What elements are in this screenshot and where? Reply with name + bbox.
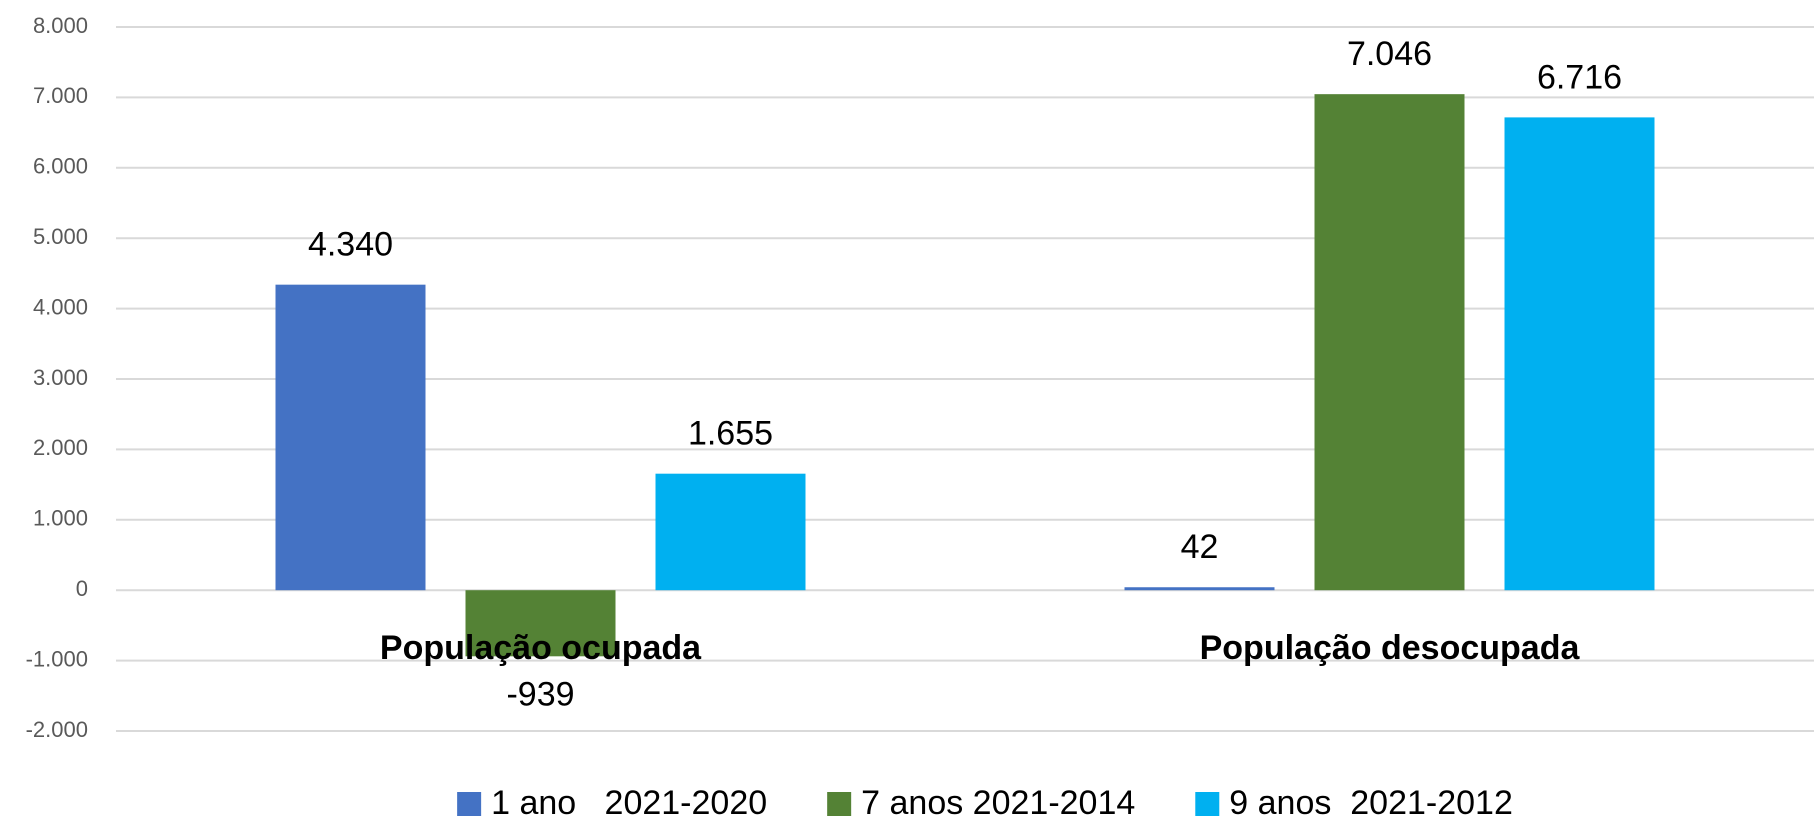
data-label: 4.340 [308, 226, 393, 264]
data-label: 6.716 [1537, 58, 1622, 96]
bar [465, 590, 616, 657]
x-tick-label: População desocupada [1200, 629, 1581, 667]
y-tick-label: 5.000 [33, 224, 88, 249]
legend-label: 9 anos 2021-2012 [1229, 784, 1513, 822]
bar [1504, 117, 1655, 591]
legend-label: 7 anos 2021-2014 [861, 784, 1135, 822]
y-tick-label: 3.000 [33, 365, 88, 390]
bar [655, 473, 806, 591]
data-label: 7.046 [1347, 35, 1432, 73]
y-tick-label: 2.000 [33, 435, 88, 460]
bar [1124, 587, 1275, 591]
y-tick-label: -1.000 [26, 646, 88, 671]
legend-swatch [1195, 792, 1220, 816]
data-label: -939 [506, 675, 574, 713]
bar [1314, 94, 1465, 591]
legend-swatch [827, 792, 852, 816]
y-tick-label: 0 [76, 576, 88, 601]
legend-label: 1 ano 2021-2020 [491, 784, 767, 822]
y-tick-label: -2.000 [26, 717, 88, 742]
y-tick-label: 4.000 [33, 294, 88, 319]
legend-swatch [457, 792, 482, 816]
x-tick-label: População ocupada [380, 629, 702, 667]
y-tick-label: 7.000 [33, 83, 88, 108]
data-label: 1.655 [688, 415, 773, 453]
y-tick-label: 8.000 [33, 13, 88, 38]
y-tick-label: 6.000 [33, 154, 88, 179]
y-tick-label: 1.000 [33, 506, 88, 531]
data-label: 42 [1181, 528, 1219, 566]
bar [275, 284, 426, 591]
